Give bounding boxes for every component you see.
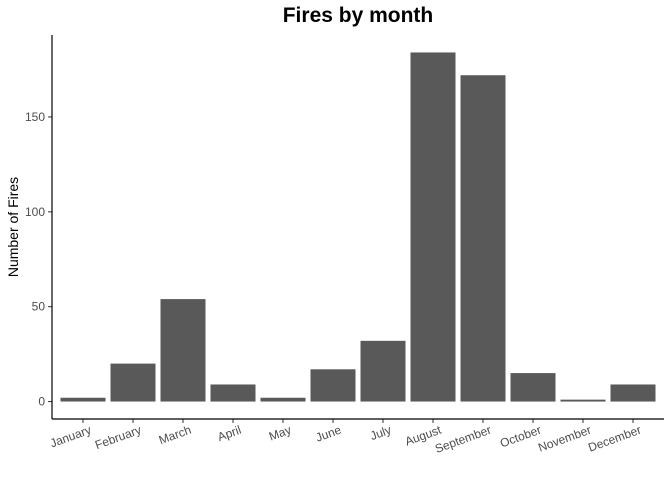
x-tick-label: April [216,423,243,444]
y-tick-label: 0 [38,395,45,409]
x-axis-ticks: January February March April May June July Augu… [48,419,643,456]
x-tick-label: January [48,423,93,451]
x-tick-label: October [498,423,543,451]
x-tick-label: June [314,423,344,445]
x-tick-label: July [368,423,393,443]
bar-december [610,384,656,402]
bar-november [560,399,606,402]
x-tick-label: March [157,423,193,448]
x-tick-label: December [586,423,643,455]
bar-july [360,340,406,402]
bar-august [410,52,456,402]
y-axis-ticks: 0 50 100 150 [25,110,52,409]
y-tick-label: 150 [25,110,45,124]
x-tick-label: May [267,423,293,444]
bar-may [260,397,306,402]
bar-february [110,363,156,402]
bar-september [460,75,506,402]
bar-march [160,299,206,402]
chart-title: Fires by month [283,4,434,27]
bar-april [210,384,256,402]
bar-january [60,397,106,402]
y-tick-label: 50 [32,300,46,314]
y-tick-label: 100 [25,205,45,219]
x-tick-label: November [536,423,593,455]
x-tick-label: February [93,423,143,453]
bar-june [310,369,356,402]
bar-october [510,373,556,402]
y-axis-title: Number of Fires [5,177,21,277]
bars-group [60,52,656,402]
x-tick-label: September [433,423,493,456]
